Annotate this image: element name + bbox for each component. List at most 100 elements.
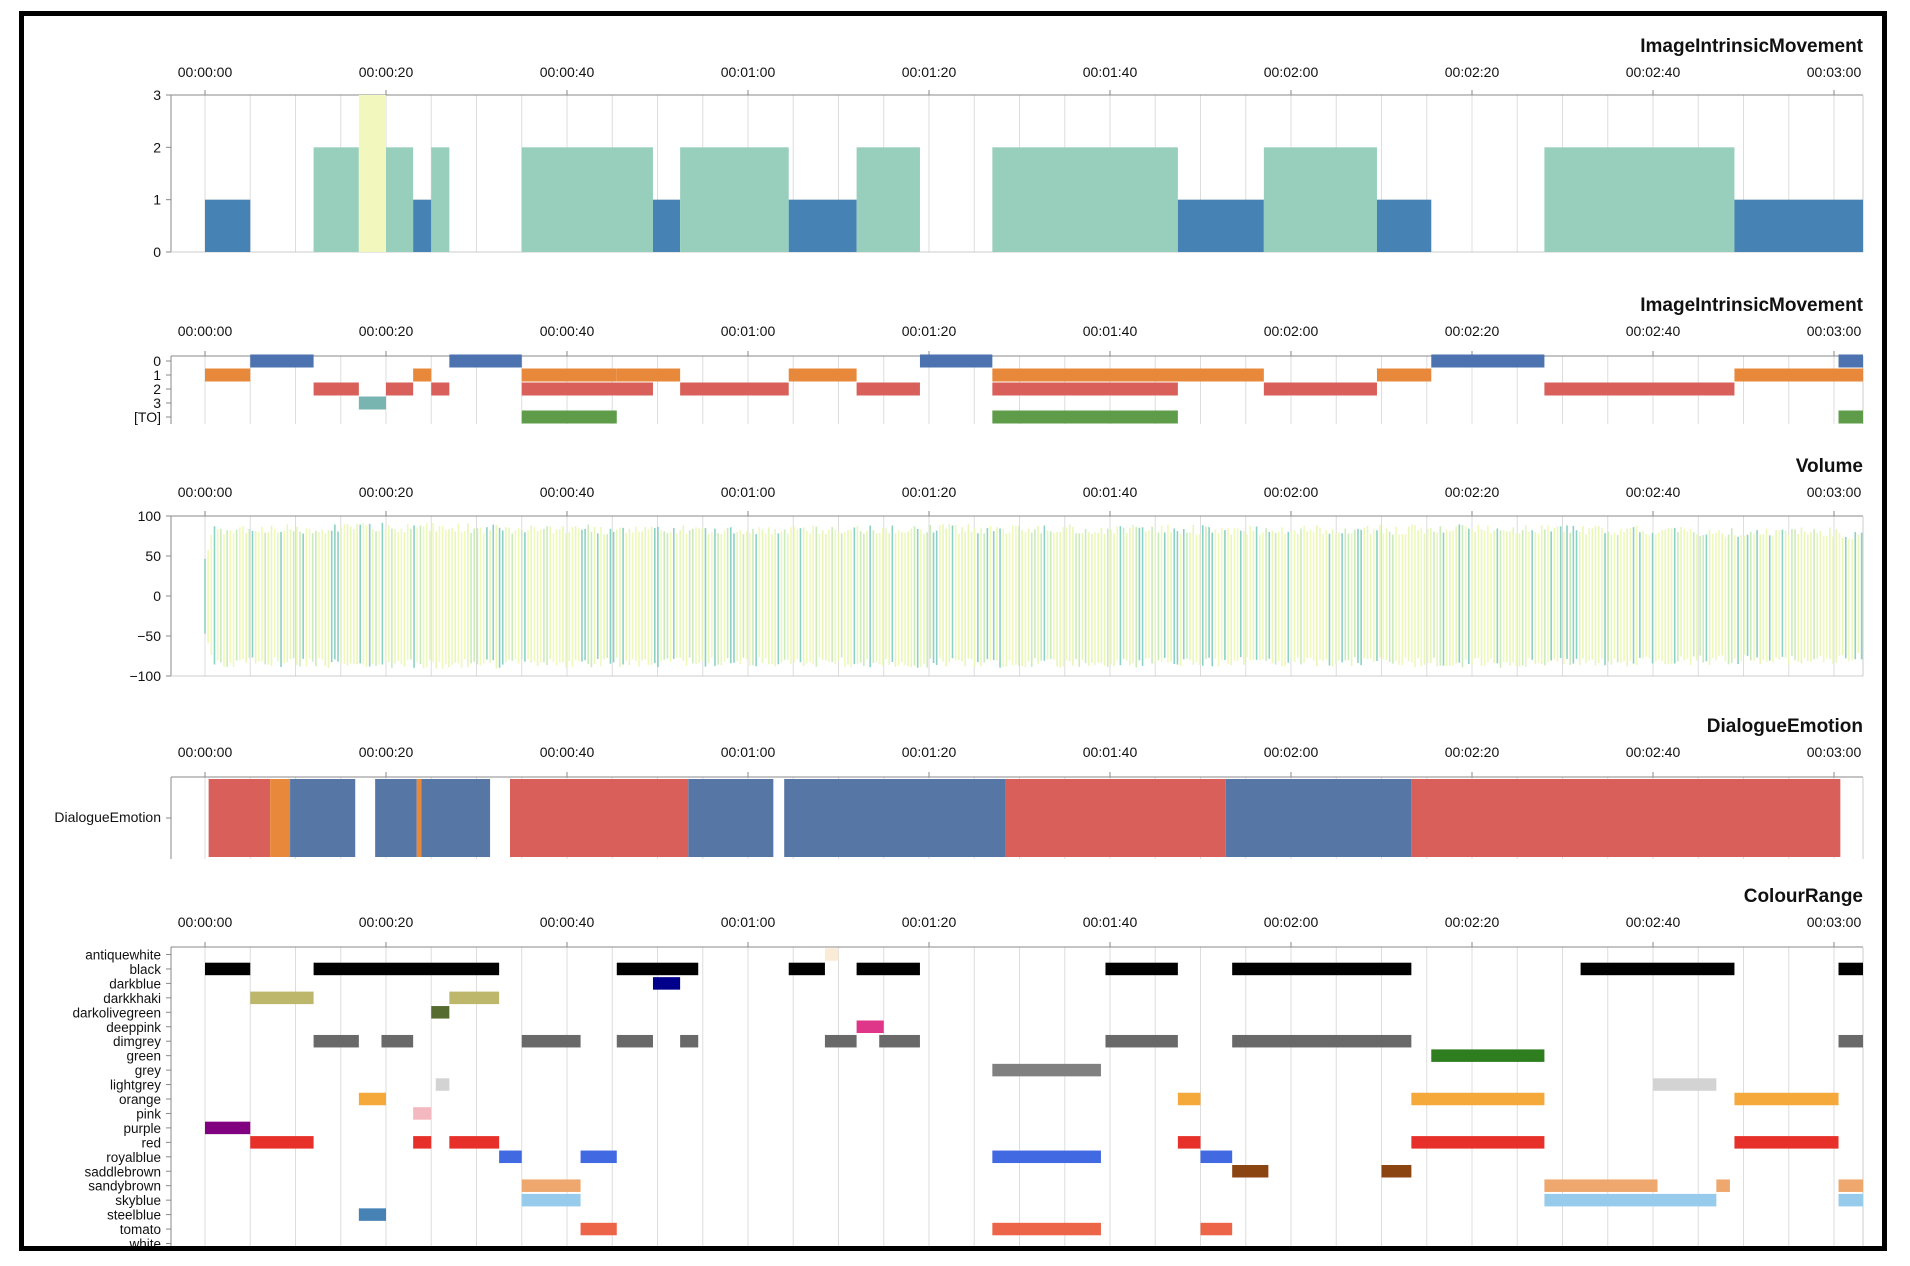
colour-bar: [992, 1150, 1101, 1164]
movement-category-bar: [992, 410, 1178, 424]
y-tick-label: 1: [153, 192, 161, 208]
x-tick-label: 00:01:40: [1083, 484, 1138, 500]
colour-bar: [1411, 1136, 1545, 1149]
colour-bar: [992, 1063, 1101, 1077]
x-tick-label: 00:02:40: [1626, 484, 1681, 500]
x-tick-label: 00:01:40: [1083, 744, 1138, 760]
colour-bar: [413, 1136, 432, 1149]
y-category-label: pink: [136, 1106, 161, 1121]
dashboard-frame: ImageIntrinsicMovement 00:00:00 00:00:20 00…: [19, 11, 1887, 1251]
colour-bar: [1734, 1092, 1839, 1106]
y-category-label: darkkhaki: [103, 991, 161, 1006]
y-category-label: purple: [123, 1121, 161, 1136]
emotion-bar: [375, 779, 417, 857]
x-tick-label: 00:00:00: [178, 744, 233, 760]
movement-bar: [1177, 199, 1264, 252]
colour-bar: [250, 991, 314, 1005]
movement-category-bar: [431, 382, 450, 396]
movement-category-bar: [616, 368, 653, 382]
y-tick-label: −50: [137, 628, 161, 644]
x-tick-label: 00:01:00: [721, 323, 776, 339]
colour-bar: [1232, 1165, 1269, 1178]
y-category-label: steelblue: [107, 1208, 161, 1223]
y-tick-label: 100: [138, 508, 162, 524]
x-tick-label: 00:02:40: [1626, 323, 1681, 339]
y-category-label: grey: [135, 1063, 162, 1078]
movement-bar: [1376, 199, 1432, 252]
movement-category-bar: [1838, 410, 1863, 424]
x-tick-label: 00:02:00: [1264, 64, 1319, 80]
colour-bar: [1838, 962, 1863, 976]
y-category-label: [TO]: [134, 409, 161, 425]
y-category-label: red: [141, 1135, 161, 1150]
chart-title: Volume: [1796, 456, 1863, 477]
emotion-bar: [688, 779, 774, 857]
colour-bar: [250, 1136, 314, 1149]
x-tick-label: 00:00:20: [359, 64, 414, 80]
movement-bar: [521, 147, 653, 252]
movement-category-bar: [521, 410, 617, 424]
colour-bar: [381, 1034, 414, 1048]
movement-category-bar: [1263, 382, 1377, 396]
x-tick-label: 00:01:20: [902, 914, 957, 930]
movement-category-bar: [992, 382, 1178, 396]
chart-title: ImageIntrinsicMovement: [1640, 36, 1863, 57]
x-tick-label: 00:00:40: [540, 64, 595, 80]
x-tick-label: 00:03:00: [1807, 323, 1862, 339]
x-tick-label: 00:00:40: [540, 323, 595, 339]
emotion-bar: [290, 779, 356, 857]
emotion-bar: [1411, 779, 1841, 857]
movement-bar: [358, 95, 386, 252]
x-tick-label: 00:01:00: [721, 64, 776, 80]
colour-bar: [499, 1150, 522, 1164]
colour-bar: [521, 1193, 581, 1207]
emotion-bar: [208, 779, 271, 857]
colour-bar: [521, 1034, 581, 1048]
colour-bar: [1653, 1078, 1717, 1091]
y-category-label: black: [129, 962, 161, 977]
x-tick-label: 00:03:00: [1807, 914, 1862, 930]
y-category-label: darkblue: [109, 976, 161, 991]
movement-category-bar: [1431, 354, 1545, 368]
x-tick-label: 00:00:20: [359, 484, 414, 500]
emotion-bar: [416, 779, 422, 857]
waveform: [204, 522, 1863, 669]
y-category-label: lightgrey: [110, 1078, 161, 1093]
colour-bar: [1838, 1179, 1863, 1192]
chart-title: ImageIntrinsicMovement: [1640, 295, 1863, 316]
y-category-label: 0: [153, 353, 161, 369]
movement-bar: [652, 199, 681, 252]
colour-bar: [431, 1006, 450, 1019]
movement-bar: [205, 199, 251, 252]
movement-bar: [386, 147, 414, 252]
y-category-label: saddlebrown: [84, 1164, 161, 1179]
x-tick-label: 00:02:40: [1626, 64, 1681, 80]
movement-category-bar: [1838, 354, 1863, 368]
emotion-bar: [421, 779, 491, 857]
colour-bar: [856, 1020, 884, 1033]
x-tick-label: 00:02:40: [1626, 744, 1681, 760]
x-tick-label: 00:01:00: [721, 914, 776, 930]
movement-category-bar: [521, 368, 617, 382]
emotion-bar: [270, 779, 291, 857]
y-tick-label: 0: [153, 588, 161, 604]
x-tick-label: 00:02:00: [1264, 323, 1319, 339]
colour-bar: [680, 1034, 699, 1048]
x-tick-label: 00:01:20: [902, 64, 957, 80]
y-category-label: white: [128, 1237, 161, 1247]
colour-bar: [1200, 1150, 1233, 1164]
x-tick-label: 00:02:20: [1445, 744, 1500, 760]
movement-category-bar: [919, 354, 993, 368]
colour-bar: [1232, 962, 1412, 976]
y-category-label: skyblue: [115, 1193, 161, 1208]
movement-category-bar: [413, 368, 432, 382]
x-tick-label: 00:02:20: [1445, 64, 1500, 80]
movement-bar: [992, 147, 1178, 252]
x-tick-label: 00:00:00: [178, 323, 233, 339]
movement-bar: [1734, 199, 1863, 252]
x-tick-label: 00:00:40: [540, 914, 595, 930]
colour-bar: [1431, 1049, 1545, 1062]
x-tick-label: 00:00:00: [178, 914, 233, 930]
